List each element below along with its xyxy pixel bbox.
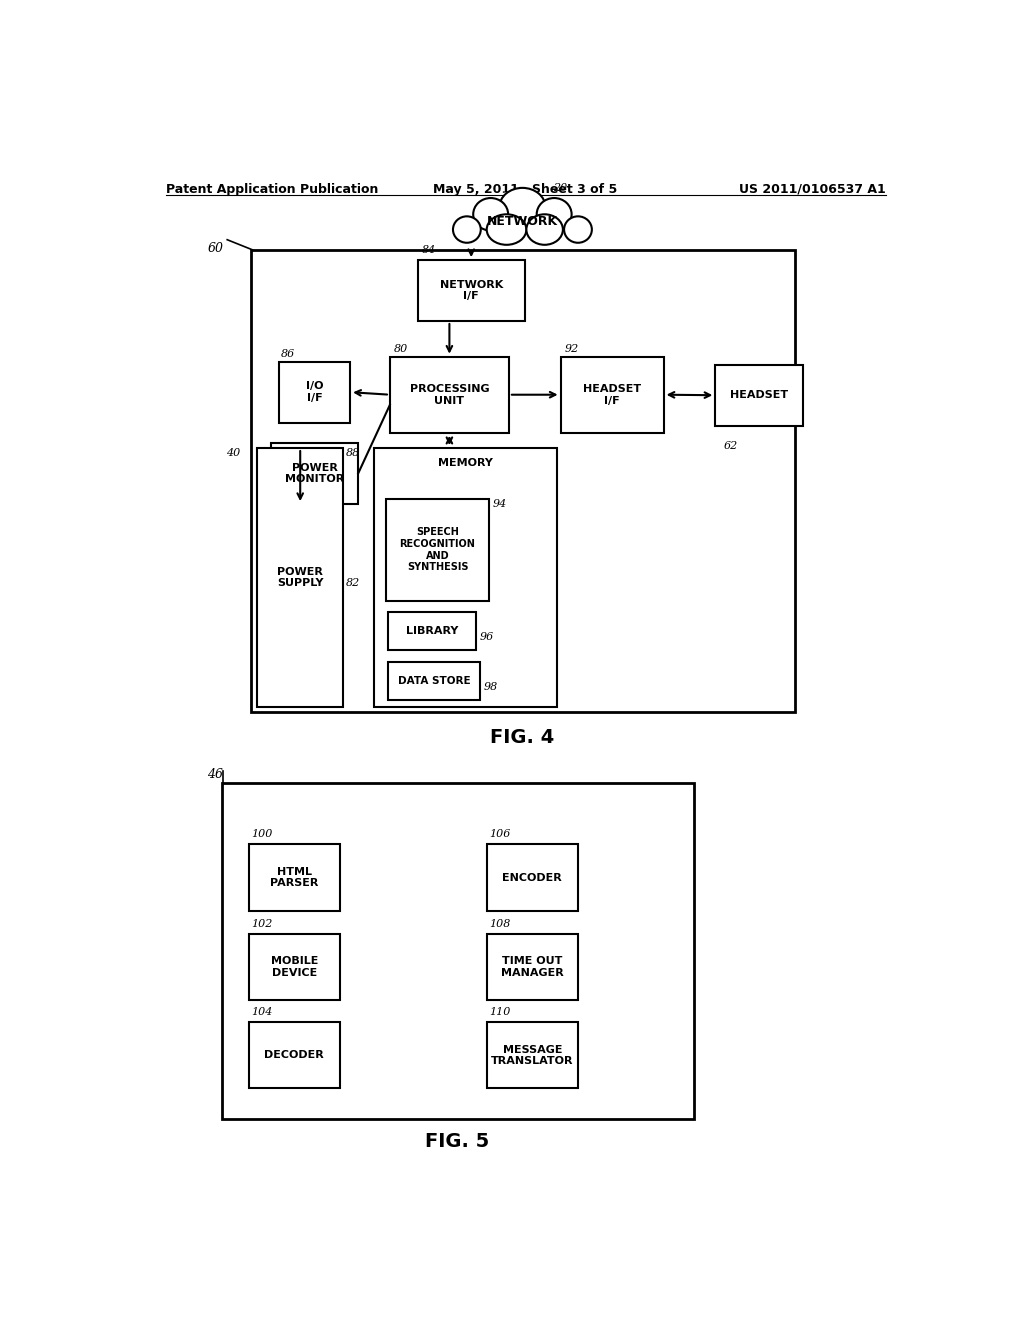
Text: May 5, 2011   Sheet 3 of 5: May 5, 2011 Sheet 3 of 5	[433, 182, 616, 195]
Ellipse shape	[461, 191, 584, 247]
Text: HEADSET: HEADSET	[730, 391, 788, 400]
Text: 40: 40	[225, 449, 240, 458]
Bar	[270, 444, 358, 504]
Bar	[249, 1022, 340, 1089]
Text: 106: 106	[489, 829, 510, 840]
Text: NETWORK: NETWORK	[486, 215, 558, 228]
Text: DATA STORE: DATA STORE	[397, 676, 470, 686]
Text: 60: 60	[207, 242, 223, 255]
Ellipse shape	[486, 214, 526, 244]
Ellipse shape	[526, 214, 563, 244]
Text: 108: 108	[489, 919, 510, 929]
Text: 62: 62	[723, 441, 737, 451]
Text: I/O
I/F: I/O I/F	[306, 381, 324, 403]
Text: Patent Application Publication: Patent Application Publication	[166, 182, 379, 195]
Bar	[388, 661, 479, 700]
Text: 46: 46	[207, 768, 223, 781]
Text: 86: 86	[282, 348, 295, 359]
Text: 92: 92	[564, 343, 579, 354]
Bar	[486, 935, 578, 1001]
Text: 96: 96	[479, 632, 494, 643]
Text: MOBILE
DEVICE: MOBILE DEVICE	[270, 956, 317, 978]
Text: DECODER: DECODER	[264, 1051, 325, 1060]
Bar	[374, 447, 557, 708]
Text: HTML
PARSER: HTML PARSER	[270, 867, 318, 888]
Bar	[249, 845, 340, 911]
Text: 82: 82	[345, 578, 359, 587]
Text: 102: 102	[251, 919, 272, 929]
Text: 104: 104	[251, 1007, 272, 1018]
Ellipse shape	[453, 216, 480, 243]
Bar	[386, 499, 489, 601]
Bar	[388, 611, 475, 651]
Text: MESSAGE
TRANSLATOR: MESSAGE TRANSLATOR	[492, 1044, 573, 1067]
Bar	[390, 356, 509, 433]
Text: 94: 94	[494, 499, 507, 510]
Text: 110: 110	[489, 1007, 510, 1018]
Text: 20: 20	[553, 183, 567, 193]
Text: ENCODER: ENCODER	[503, 873, 562, 883]
Text: 84: 84	[422, 246, 436, 255]
Ellipse shape	[473, 198, 508, 231]
Bar	[257, 447, 343, 708]
Text: PROCESSING
UNIT: PROCESSING UNIT	[410, 384, 489, 405]
Ellipse shape	[537, 198, 571, 231]
Text: 80: 80	[394, 343, 409, 354]
Text: 88: 88	[345, 449, 359, 458]
Bar	[279, 362, 350, 422]
Text: 100: 100	[251, 829, 272, 840]
Text: FIG. 4: FIG. 4	[490, 729, 555, 747]
Text: 98: 98	[483, 682, 498, 692]
Bar	[249, 935, 340, 1001]
Bar	[486, 845, 578, 911]
Text: SPEECH
RECOGNITION
AND
SYNTHESIS: SPEECH RECOGNITION AND SYNTHESIS	[399, 527, 475, 572]
Bar	[560, 356, 664, 433]
Text: MEMORY: MEMORY	[438, 458, 493, 469]
Ellipse shape	[500, 187, 546, 227]
Text: POWER
MONITOR: POWER MONITOR	[285, 463, 344, 484]
Bar	[715, 364, 803, 426]
Bar	[486, 1022, 578, 1089]
Text: US 2011/0106537 A1: US 2011/0106537 A1	[739, 182, 886, 195]
Bar	[251, 249, 795, 713]
Ellipse shape	[564, 216, 592, 243]
Text: HEADSET
I/F: HEADSET I/F	[583, 384, 641, 405]
Text: NETWORK
I/F: NETWORK I/F	[439, 280, 503, 301]
Text: LIBRARY: LIBRARY	[406, 626, 458, 636]
Text: FIG. 5: FIG. 5	[425, 1131, 489, 1151]
Bar	[221, 784, 694, 1119]
Bar	[418, 260, 524, 321]
Text: POWER
SUPPLY: POWER SUPPLY	[276, 566, 324, 589]
Text: TIME OUT
MANAGER: TIME OUT MANAGER	[501, 956, 564, 978]
